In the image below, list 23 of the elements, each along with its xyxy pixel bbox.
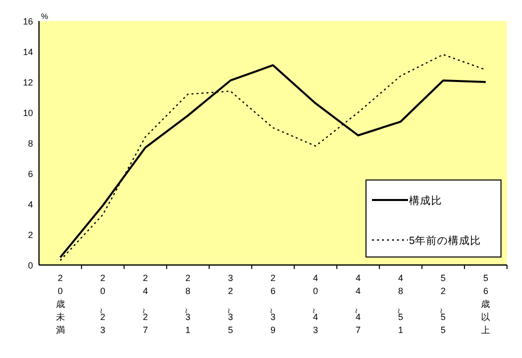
legend-label: 5年前の構成比 [409,234,481,247]
y-tick-label: 6 [28,169,33,179]
xtick: 28～31 [182,273,191,335]
y-axis-title: % [41,12,48,21]
y-tick-label: 10 [22,108,33,118]
xtick: 56歳以上 [481,273,490,335]
y-tick-label: 0 [28,260,33,270]
y-tick-label: 16 [22,16,33,26]
y-tick-label: 14 [22,47,33,57]
legend-label: 構成比 [409,194,442,207]
y-tick-label: 8 [28,138,33,148]
xtick: 20歳未満 [56,273,65,335]
y-tick-label: 2 [28,230,33,240]
xtick: 52～55 [437,273,446,335]
xtick: 26～39 [267,273,276,335]
xtick: 24～27 [139,273,148,335]
xtick: 48～51 [394,273,404,335]
xtick: 32～35 [224,273,234,335]
xtick: 44～47 [352,273,362,335]
xtick: 40～43 [310,273,319,335]
xtick: 20～23 [96,273,106,335]
y-tick-label: 12 [22,78,33,88]
y-tick-label: 4 [28,200,33,210]
